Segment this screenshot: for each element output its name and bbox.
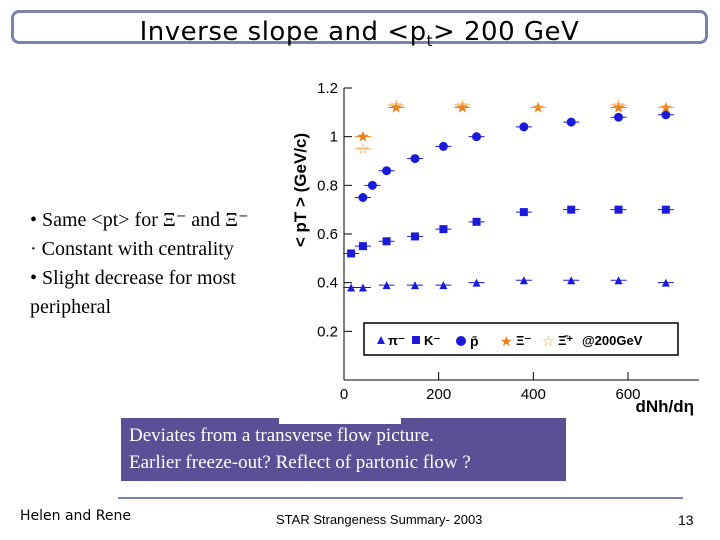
footer-authors: Helen and Rene bbox=[20, 508, 131, 524]
legend-xi-bar-marker: ☆ bbox=[542, 334, 555, 350]
callout-box: Deviates from a transverse flow picture.… bbox=[121, 418, 566, 481]
legend-energy: @200GeV bbox=[582, 333, 643, 348]
callout-notch bbox=[279, 418, 401, 424]
antiproton-point bbox=[519, 122, 529, 132]
antiproton-point bbox=[661, 110, 671, 120]
pion-point bbox=[382, 281, 391, 290]
bullet-same-pt: • Same <pt> for Ξ⁻ and Ξ⁻ bbox=[30, 209, 249, 231]
kaon-point bbox=[347, 249, 356, 258]
slide-title: Inverse slope and <pt> 200 GeV bbox=[139, 17, 580, 51]
xi-bar-point: ☆ bbox=[356, 140, 369, 158]
legend-pion-marker bbox=[377, 336, 385, 344]
y-tick-label: 1 bbox=[330, 129, 338, 146]
xi-bar-point: ☆ bbox=[659, 98, 672, 116]
xi-minus-point: ★ bbox=[456, 98, 469, 116]
antiproton-point bbox=[410, 154, 420, 164]
kaon-point bbox=[661, 205, 670, 214]
legend-xi-minus: Ξ⁻ bbox=[516, 333, 531, 348]
y-tick-label: 1.2 bbox=[317, 80, 338, 97]
xi-minus-point: ★ bbox=[356, 128, 369, 146]
kaon-point bbox=[614, 205, 623, 214]
xi-bar-point: ☆ bbox=[612, 96, 625, 114]
y-tick-label: 0.2 bbox=[317, 323, 338, 340]
y-axis-label: < pT > (GeV/c) bbox=[291, 133, 310, 247]
page-number: 13 bbox=[678, 512, 694, 528]
bullet-slight-decrease: • Slight decrease for most bbox=[30, 267, 236, 289]
y-tick-label: 0.8 bbox=[317, 177, 338, 194]
pion-point bbox=[439, 281, 448, 290]
legend-xi-minus-marker: ★ bbox=[500, 334, 513, 350]
pion-point bbox=[567, 276, 576, 285]
x-axis-label: dNh/dη bbox=[635, 397, 694, 416]
bullet-constant: · Constant with centrality bbox=[30, 238, 234, 260]
legend-antiproton-marker bbox=[456, 336, 466, 346]
legend: π⁻ K⁻ p̄ ★ Ξ⁻ ☆ Ξ̄⁺ @200GeV bbox=[363, 322, 679, 356]
y-tick-label: 0.4 bbox=[317, 275, 338, 292]
x-tick-label: 400 bbox=[521, 386, 546, 403]
callout-line-1: Deviates from a transverse flow picture. bbox=[129, 425, 434, 446]
bullet-peripheral: peripheral bbox=[30, 296, 112, 318]
antiproton-point bbox=[472, 132, 482, 142]
title-box: Inverse slope and <pt> 200 GeV bbox=[11, 10, 708, 50]
xi-minus-point: ★ bbox=[612, 98, 625, 116]
kaon-point bbox=[519, 208, 528, 217]
bullet-list: • Same <pt> for Ξ⁻ and Ξ⁻ · Constant wit… bbox=[30, 206, 290, 322]
xi-bar-point: ☆ bbox=[531, 98, 544, 116]
antiproton-point bbox=[367, 180, 377, 190]
pion-point bbox=[661, 278, 670, 287]
pion-point bbox=[358, 283, 367, 292]
antiproton-point bbox=[358, 193, 368, 202]
callout-line-2: Earlier freeze-out? Reflect of partonic … bbox=[129, 452, 471, 473]
xi-bar-point: ☆ bbox=[389, 96, 402, 114]
pion-point bbox=[347, 283, 356, 292]
pion-point bbox=[519, 276, 528, 285]
pion-point bbox=[472, 278, 481, 287]
xi-bar-point: ☆ bbox=[456, 96, 469, 114]
kaon-point bbox=[358, 242, 367, 251]
kaon-point bbox=[382, 237, 391, 246]
antiproton-point bbox=[614, 112, 624, 122]
legend-antiproton: p̄ bbox=[470, 333, 479, 349]
footer-title: STAR Strangeness Summary- 2003 bbox=[276, 512, 483, 527]
legend-kaon: K⁻ bbox=[424, 333, 440, 348]
x-tick-label: 600 bbox=[615, 386, 640, 403]
y-tick-label: 0.6 bbox=[317, 226, 338, 243]
x-tick-label: 200 bbox=[426, 386, 451, 403]
kaon-point bbox=[411, 232, 419, 241]
legend-pion: π⁻ bbox=[388, 333, 405, 348]
footer-divider bbox=[118, 497, 683, 499]
x-tick-label: 0 bbox=[340, 386, 348, 403]
kaon-point bbox=[472, 217, 481, 226]
mean-pt-chart: 0.20.40.60.811.20 200 400 600 ★★ ★ ★ ★ ★☆☆ ☆ ☆ ☆ ☆ … bbox=[291, 80, 699, 416]
legend-kaon-marker bbox=[412, 336, 420, 344]
kaon-point bbox=[439, 225, 448, 234]
pion-point bbox=[411, 281, 419, 290]
antiproton-point bbox=[382, 166, 392, 176]
kaon-point bbox=[567, 205, 576, 214]
xi-minus-point: ★ bbox=[389, 98, 402, 116]
pion-point bbox=[614, 276, 623, 285]
antiproton-point bbox=[438, 141, 448, 151]
legend-xi-bar: Ξ̄⁺ bbox=[558, 333, 573, 348]
antiproton-point bbox=[566, 117, 576, 127]
